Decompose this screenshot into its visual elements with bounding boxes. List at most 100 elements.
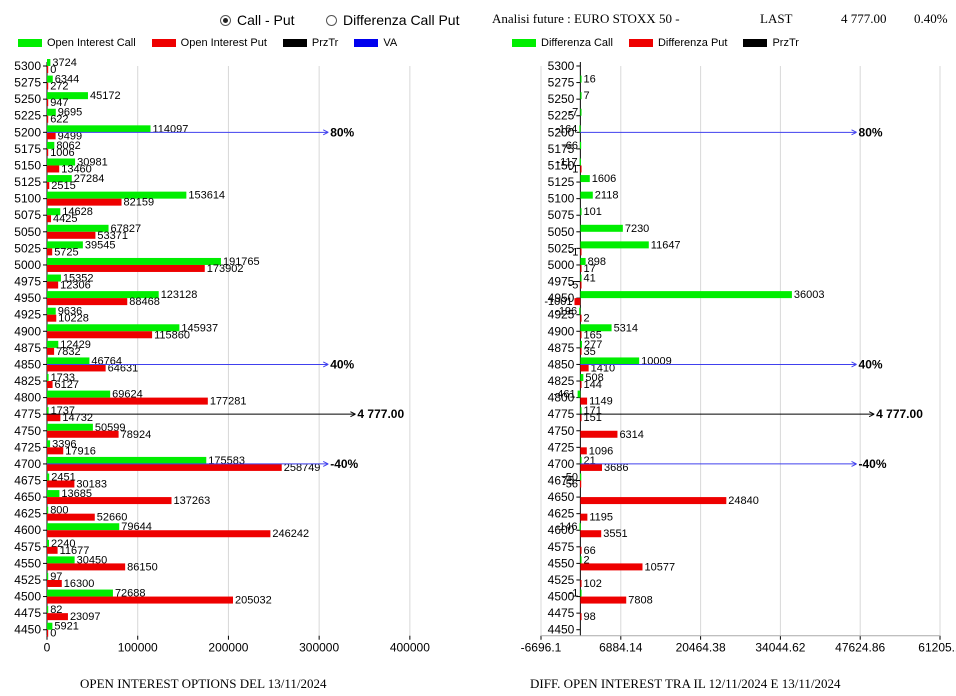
- y-tick-label: 5225: [14, 109, 41, 123]
- legend-label: Differenza Call: [541, 37, 613, 49]
- data-label-put: 0: [50, 628, 56, 640]
- y-tick-label: 4525: [14, 573, 41, 587]
- bar-put: [47, 513, 95, 521]
- data-label-put: 17: [584, 263, 596, 275]
- bar-put: [580, 248, 582, 256]
- y-tick-label: 4725: [548, 440, 575, 454]
- bar-put: [47, 347, 55, 355]
- data-label-put: 2: [584, 313, 590, 325]
- bar-call: [580, 473, 582, 481]
- bar-put: [47, 463, 282, 471]
- data-label-put: 173902: [207, 263, 244, 275]
- bar-call: [47, 208, 61, 216]
- data-label-put: 622: [50, 114, 68, 126]
- bar-put: [47, 447, 64, 455]
- bar-put: [580, 347, 582, 355]
- bar-put: [580, 463, 603, 471]
- data-label-call: -7: [569, 107, 579, 119]
- y-tick-label: 5175: [548, 142, 575, 156]
- data-label-put: 82159: [124, 197, 155, 209]
- radio-call-put[interactable]: Call - Put: [220, 12, 295, 28]
- y-tick-label: 5000: [14, 258, 41, 272]
- data-label-put: 1096: [589, 445, 613, 457]
- data-label-call: 16: [584, 74, 596, 86]
- data-label-put: 246242: [272, 528, 309, 540]
- data-label-call: 30981: [77, 156, 108, 168]
- y-tick-label: 5275: [14, 76, 41, 90]
- bar-put: [580, 480, 582, 488]
- reference-label: 40%: [859, 357, 883, 371]
- y-tick-label: 5300: [14, 59, 41, 73]
- bar-call: [47, 473, 50, 481]
- y-tick-label: 4525: [548, 573, 575, 587]
- y-tick-label: 4700: [14, 457, 41, 471]
- data-label-put: -1001: [544, 296, 572, 308]
- bar-put: [580, 314, 582, 322]
- y-tick-label: 5200: [14, 125, 41, 139]
- data-label-put: -56: [562, 479, 578, 491]
- data-label-put: 86150: [127, 561, 158, 573]
- radio-call-put-dot[interactable]: [220, 14, 231, 26]
- data-label-put: 7832: [56, 346, 80, 358]
- reference-arrow: [851, 361, 857, 365]
- bar-put: [47, 148, 49, 156]
- bar-call: [47, 257, 221, 265]
- data-label-call: -66: [562, 140, 578, 152]
- y-tick-label: 4875: [548, 341, 575, 355]
- data-label-put: 0: [50, 64, 56, 76]
- reference-label: -40%: [330, 457, 358, 471]
- data-label-call: 8062: [56, 140, 80, 152]
- legend-item-va: VA: [354, 37, 397, 49]
- bar-call: [47, 440, 51, 448]
- bar-call: [47, 490, 60, 498]
- bar-call: [47, 191, 187, 199]
- data-label-call: 36003: [794, 289, 825, 301]
- legend-swatch-call: [18, 39, 42, 47]
- data-label-call: 2118: [595, 190, 619, 202]
- legend-swatch-przt: [282, 39, 307, 47]
- reference-arrow: [868, 413, 875, 418]
- bar-call: [47, 456, 207, 464]
- data-label-put: -5: [569, 280, 579, 292]
- bar-put: [47, 182, 50, 190]
- bar-put: [47, 430, 119, 438]
- bar-call: [580, 324, 612, 332]
- bar-put: [47, 115, 49, 123]
- bar-put: [580, 397, 588, 405]
- x-tick-label: 200000: [208, 641, 248, 655]
- bar-put: [580, 430, 618, 438]
- bar-put: [580, 165, 582, 173]
- radio-diff[interactable]: Differenza Call Put: [326, 12, 459, 28]
- legend-right: Differenza Call Differenza Put PrzTr: [512, 37, 815, 49]
- bar-call: [47, 141, 55, 149]
- data-label-call: 67827: [111, 223, 142, 235]
- radio-diff-dot[interactable]: [326, 14, 337, 26]
- bar-call: [47, 506, 49, 514]
- data-label-call: 1733: [51, 372, 75, 384]
- x-tick-label: 61205.1: [918, 641, 956, 655]
- legend-swatch-call: [512, 39, 536, 47]
- legend-item-diff-call: Differenza Call: [512, 37, 613, 49]
- data-label-call: 45172: [90, 90, 121, 102]
- data-label-put: 10228: [58, 313, 89, 325]
- legend-label: Differenza Put: [657, 37, 728, 49]
- legend-label: Open Interest Call: [47, 37, 136, 49]
- left-chart-title: OPEN INTEREST OPTIONS DEL 13/11/2024: [80, 676, 327, 691]
- data-label-put: 1149: [589, 396, 613, 408]
- bar-put: [574, 298, 581, 306]
- y-tick-label: 4625: [14, 507, 41, 521]
- change-pct: 0.40%: [914, 11, 948, 26]
- y-tick-label: 4550: [14, 556, 41, 570]
- bar-put: [47, 364, 106, 372]
- bar-call: [47, 523, 120, 531]
- y-tick-label: 4750: [548, 424, 575, 438]
- bar-put: [580, 579, 582, 587]
- data-label-call: 12429: [60, 339, 91, 351]
- data-label-call: 6344: [55, 74, 79, 86]
- bar-call: [47, 423, 93, 431]
- top-bar: Call - Put Differenza Call Put Analisi f…: [0, 0, 956, 60]
- bar-call: [47, 291, 159, 299]
- data-label-put: 205032: [235, 595, 272, 607]
- bar-call: [47, 572, 49, 580]
